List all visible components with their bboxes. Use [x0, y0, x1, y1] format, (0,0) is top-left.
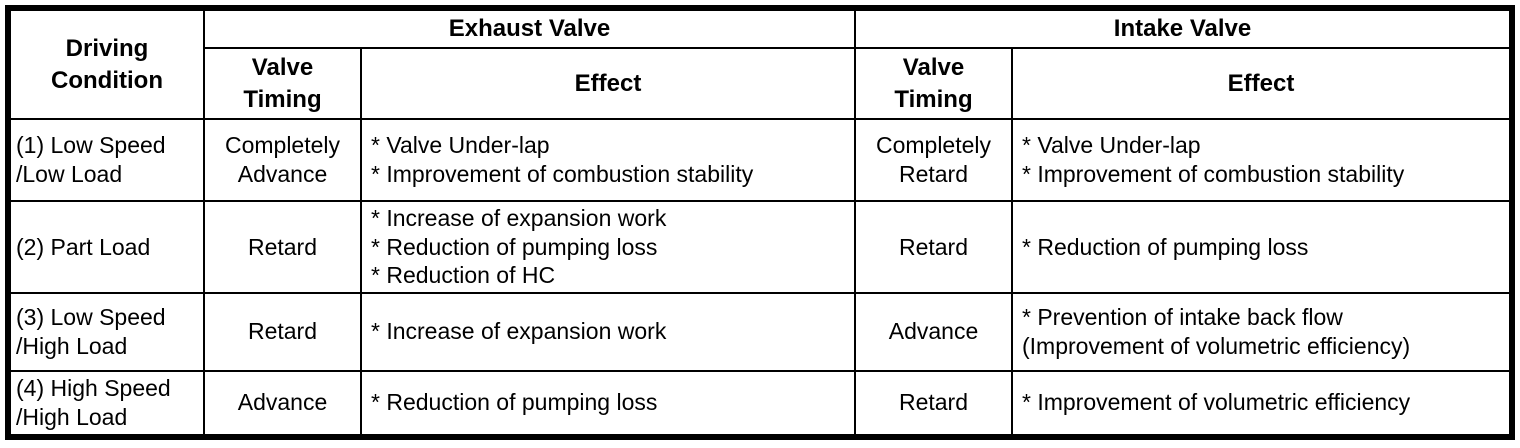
header-driving-condition: Driving Condition [7, 7, 205, 120]
table-row: (1) Low Speed /Low Load Completely Advan… [7, 118, 1513, 202]
cell-intake-valve-timing: Advance [854, 291, 1013, 372]
table-row: (4) High Speed /High Load Advance * Redu… [7, 369, 1513, 438]
cell-intake-effect: * Valve Under-lap * Improvement of combu… [1011, 118, 1513, 202]
cell-intake-valve-timing: Retard [854, 200, 1013, 294]
cell-exhaust-effect: * Valve Under-lap * Improvement of combu… [360, 118, 856, 202]
table-row: (2) Part Load Retard * Increase of expan… [7, 200, 1513, 294]
cell-intake-effect: * Improvement of volumetric efficiency [1011, 369, 1513, 438]
cell-exhaust-valve-timing: Retard [203, 200, 362, 294]
header-row-subcolumns: Valve Timing Effect Valve Timing Effect [8, 47, 1513, 120]
cell-exhaust-valve-timing: Completely Advance [203, 118, 362, 202]
cell-intake-valve-timing: Completely Retard [854, 118, 1013, 202]
header-exhaust-valve: Exhaust Valve [203, 7, 856, 49]
cell-exhaust-effect: * Increase of expansion work [360, 291, 856, 372]
cell-exhaust-valve-timing: Advance [203, 369, 362, 438]
header-exhaust-valve-timing: Valve Timing [203, 47, 362, 120]
header-intake-effect: Effect [1011, 47, 1513, 120]
valve-timing-table: Driving Condition Exhaust Valve Intake V… [5, 5, 1515, 440]
cell-driving-condition: (3) Low Speed /High Load [7, 291, 205, 372]
header-row-groups: Driving Condition Exhaust Valve Intake V… [7, 7, 1513, 120]
cell-exhaust-effect: * Increase of expansion work * Reduction… [360, 200, 856, 294]
header-exhaust-effect: Effect [360, 47, 856, 120]
cell-exhaust-valve-timing: Retard [203, 291, 362, 372]
cell-driving-condition: (4) High Speed /High Load [7, 369, 205, 438]
cell-driving-condition: (1) Low Speed /Low Load [7, 118, 205, 202]
table-row: (3) Low Speed /High Load Retard * Increa… [7, 291, 1513, 372]
cell-intake-effect: * Prevention of intake back flow (Improv… [1011, 291, 1513, 372]
cell-intake-effect: * Reduction of pumping loss [1011, 200, 1513, 294]
cell-driving-condition: (2) Part Load [7, 200, 205, 294]
header-intake-valve: Intake Valve [854, 7, 1513, 49]
header-intake-valve-timing: Valve Timing [854, 47, 1013, 120]
cell-exhaust-effect: * Reduction of pumping loss [360, 369, 856, 438]
cell-intake-valve-timing: Retard [854, 369, 1013, 438]
